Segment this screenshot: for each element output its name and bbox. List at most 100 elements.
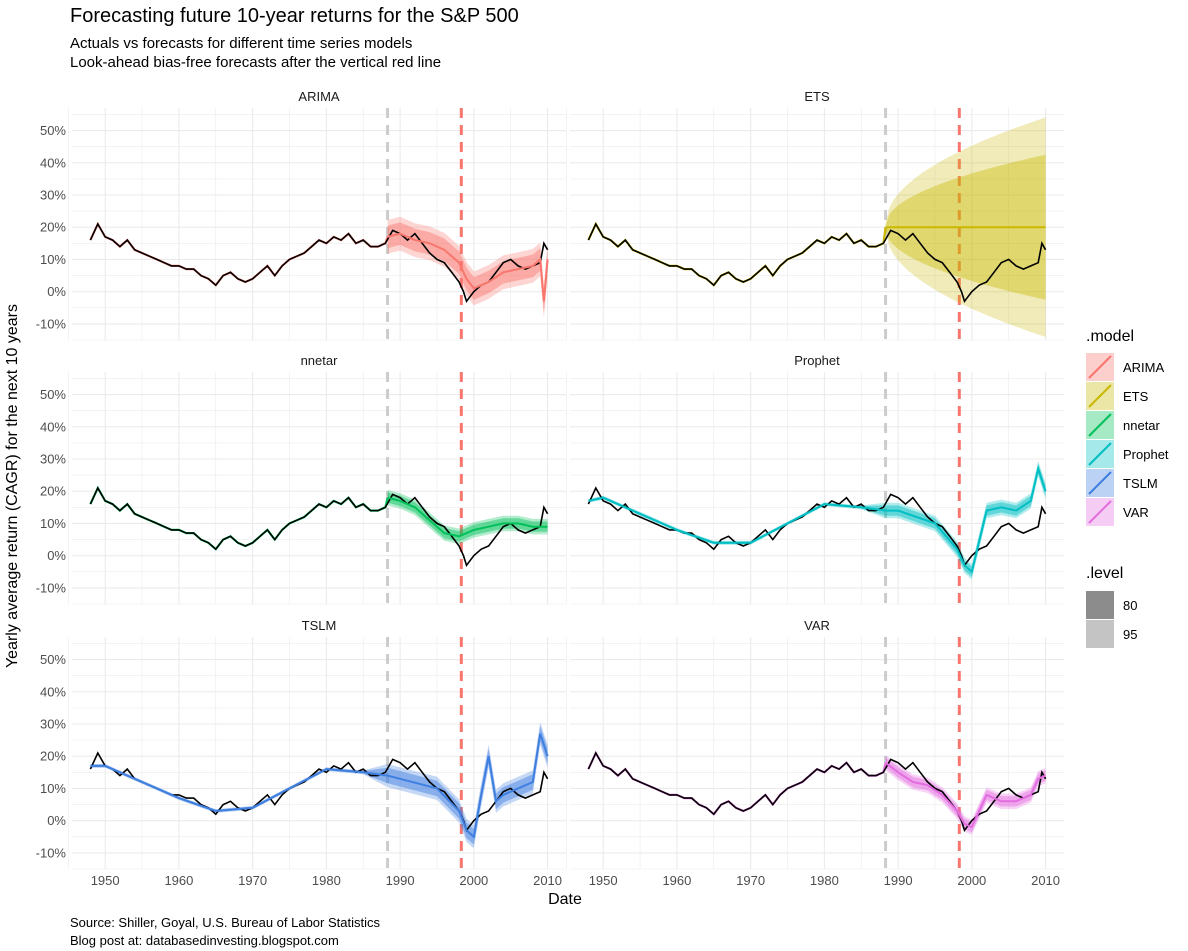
y-tick-label: 20%: [40, 484, 66, 499]
fitted-line: [587, 750, 887, 816]
legend-key-line: [1088, 355, 1112, 379]
forecast-line: [387, 232, 549, 302]
x-tick-label: 1950: [589, 873, 618, 888]
y-tick-label: 50%: [40, 652, 66, 667]
y-tick-label: 0%: [47, 813, 66, 828]
forecast-line: [387, 496, 548, 538]
y-tick-label: 0%: [47, 548, 66, 563]
legend-level-title: .level: [1086, 565, 1123, 582]
y-tick-label: 20%: [40, 220, 66, 235]
y-tick-label: -10%: [36, 845, 67, 860]
legend-item-nnetar: nnetar: [1086, 411, 1161, 439]
fitted-line: [587, 221, 887, 287]
facet-nnetar: nnetar -10% 0% 10% 20% 30% 40% 50%: [36, 353, 566, 605]
legend-level-key: [1086, 591, 1114, 619]
facet-label: nnetar: [301, 353, 339, 368]
y-tick-label: 50%: [40, 123, 66, 138]
y-tick-label: 50%: [40, 387, 66, 402]
x-tick-label: 1990: [386, 873, 415, 888]
band-80: [387, 222, 548, 313]
facet-label: Prophet: [794, 353, 840, 368]
x-tick-label: 1960: [164, 873, 193, 888]
y-tick-label: 30%: [40, 188, 66, 203]
fitted-line: [89, 221, 389, 287]
actual-line: [89, 222, 549, 304]
forecast-line: [90, 733, 549, 839]
actual-line: [587, 751, 1047, 833]
x-tick-label: 1960: [662, 873, 691, 888]
facet-arima: ARIMA -10% 0% 10% 20% 30% 40% 50%: [36, 89, 566, 341]
x-tick-label: 2010: [1031, 873, 1060, 888]
chart-title: Forecasting future 10-year returns for t…: [70, 5, 519, 27]
legend-label: nnetar: [1123, 418, 1161, 433]
legend-key-line: [1088, 500, 1112, 524]
facet-label: ARIMA: [298, 89, 340, 104]
chart-subtitle-line-2: Look-ahead bias-free forecasts after the…: [70, 54, 441, 71]
x-tick-label: 1980: [312, 873, 341, 888]
y-tick-label: 40%: [40, 684, 66, 699]
legend-level-label: 95: [1123, 627, 1137, 642]
y-tick-label: 10%: [40, 781, 66, 796]
legend: .model ARIMA ETS nnetar Prophet TSLM VAR .lev…: [1086, 328, 1169, 648]
facet-label: VAR: [804, 618, 830, 633]
facet-panels: ARIMA -10% 0% 10% 20% 30% 40% 50% ETS nnetar -10% 0…: [36, 89, 1064, 888]
y-tick-label: 20%: [40, 749, 66, 764]
band-95: [90, 722, 548, 849]
facet-prophet: Prophet: [566, 353, 1064, 605]
legend-key-line: [1088, 384, 1112, 408]
band-95: [885, 754, 1046, 835]
legend-key-line: [1088, 442, 1112, 466]
actual-line: [587, 222, 1047, 304]
y-tick-label: -10%: [36, 316, 67, 331]
legend-item-ets: ETS: [1086, 382, 1149, 410]
facet-tslm: TSLM -10% 0% 10% 20% 30% 40% 50% 1950 1960 1970 198…: [36, 618, 566, 888]
x-tick-label: 1970: [238, 873, 267, 888]
x-tick-label: 2000: [459, 873, 488, 888]
legend-label: TSLM: [1123, 476, 1158, 491]
legend-label: VAR: [1123, 505, 1149, 520]
x-tick-label: 2000: [957, 873, 986, 888]
caption-blog: Blog post at: databasedinvesting.blogspo…: [70, 933, 339, 948]
y-tick-label: -10%: [36, 580, 67, 595]
forecast-line: [588, 464, 1047, 574]
y-tick-label: 40%: [40, 155, 66, 170]
fitted-line: [89, 485, 389, 551]
y-tick-label: 10%: [40, 252, 66, 267]
legend-level-80: 80: [1086, 591, 1137, 619]
legend-label: Prophet: [1123, 447, 1169, 462]
x-tick-label: 1970: [736, 873, 765, 888]
legend-item-prophet: Prophet: [1086, 440, 1169, 468]
x-tick-label: 1950: [91, 873, 120, 888]
actual-line: [89, 486, 549, 568]
x-tick-label: 1980: [810, 873, 839, 888]
legend-model-title: .model: [1086, 328, 1134, 345]
y-tick-label: 40%: [40, 419, 66, 434]
legend-label: ARIMA: [1123, 360, 1165, 375]
x-tick-label: 2010: [533, 873, 562, 888]
legend-label: ETS: [1123, 389, 1149, 404]
legend-item-var: VAR: [1086, 498, 1149, 526]
facet-ets: ETS: [566, 89, 1064, 341]
chart-subtitle-line-1: Actuals vs forecasts for different time …: [70, 35, 412, 52]
facet-label: TSLM: [302, 618, 337, 633]
x-tick-label: 1990: [884, 873, 913, 888]
y-tick-label: 30%: [40, 452, 66, 467]
legend-item-arima: ARIMA: [1086, 353, 1165, 381]
facet-var: VAR 1950 1960 1970 1980 1990 2000 2010: [566, 618, 1064, 888]
legend-key-line: [1088, 471, 1112, 495]
legend-level-label: 80: [1123, 598, 1137, 613]
band-80: [90, 725, 548, 845]
legend-level-95: 95: [1086, 620, 1137, 648]
y-axis-title: Yearly average return (CAGR) for the nex…: [4, 304, 21, 668]
y-tick-label: 0%: [47, 284, 66, 299]
legend-item-tslm: TSLM: [1086, 469, 1158, 497]
caption-source: Source: Shiller, Goyal, U.S. Bureau of L…: [70, 915, 380, 930]
y-tick-label: 30%: [40, 717, 66, 732]
forecast-line: [884, 761, 1046, 829]
x-axis-title: Date: [548, 891, 582, 908]
facet-label: ETS: [804, 89, 830, 104]
band-95: [387, 489, 548, 545]
legend-level-key: [1086, 620, 1114, 648]
actual-line: [587, 486, 1047, 568]
